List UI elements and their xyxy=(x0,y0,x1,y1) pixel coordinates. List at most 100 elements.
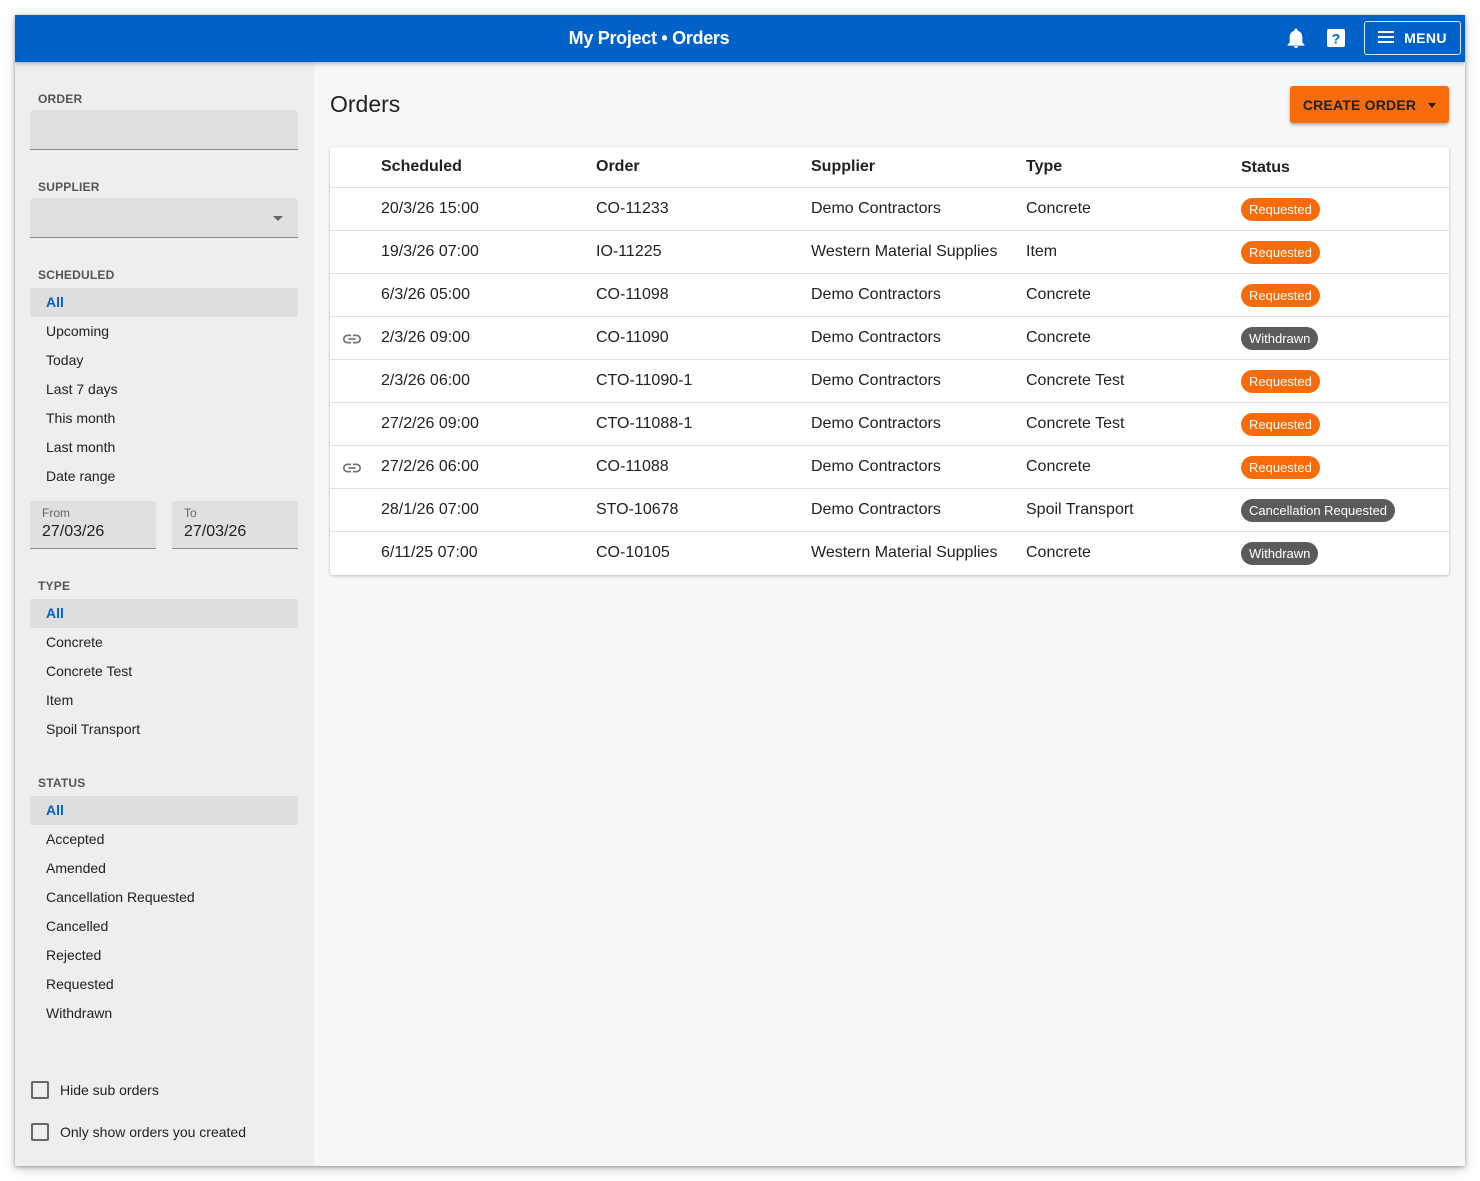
cell-supplier: Western Material Supplies xyxy=(811,544,998,561)
column-header-order[interactable]: Order xyxy=(596,158,640,175)
type-option-spoil-transport[interactable]: Spoil Transport xyxy=(46,721,141,737)
cell-status: Requested xyxy=(1241,231,1320,274)
caret-down-icon xyxy=(1428,103,1437,108)
order-filter-label: ORDER xyxy=(38,92,83,106)
cell-order: CO-11098 xyxy=(596,286,669,303)
scheduled-option-last-month[interactable]: Last month xyxy=(46,439,116,455)
scheduled-option-upcoming[interactable]: Upcoming xyxy=(46,323,110,339)
only-my-orders-label: Only show orders you created xyxy=(60,1124,246,1140)
status-option-withdrawn[interactable]: Withdrawn xyxy=(46,1005,113,1021)
type-option-all[interactable]: All xyxy=(30,599,298,628)
cell-scheduled: 2/3/26 09:00 xyxy=(381,329,470,346)
svg-text:?: ? xyxy=(1332,31,1341,47)
cell-order: IO-11225 xyxy=(596,243,662,260)
app-title: My Project • Orders xyxy=(568,28,730,48)
create-order-button[interactable]: CREATE ORDER xyxy=(1290,86,1449,123)
status-option-accepted[interactable]: Accepted xyxy=(46,831,105,847)
cell-order: CO-11090 xyxy=(596,329,669,346)
orders-table: Scheduled Order Supplier Type Status 20/… xyxy=(330,147,1449,575)
column-header-type[interactable]: Type xyxy=(1026,158,1063,175)
type-option-concrete-test[interactable]: Concrete Test xyxy=(46,663,133,679)
cell-type: Concrete Test xyxy=(1026,372,1125,389)
status-option-cancelled[interactable]: Cancelled xyxy=(46,918,109,934)
table-row[interactable]: 28/1/26 07:00 STO-10678 Demo Contractors Sp… xyxy=(330,488,1449,531)
to-date-field[interactable]: To 27/03/26 xyxy=(172,501,298,549)
cell-type: Spoil Transport xyxy=(1026,501,1134,518)
status-option-all[interactable]: All xyxy=(30,796,298,825)
scheduled-option-today[interactable]: Today xyxy=(46,352,84,368)
help-icon[interactable]: ? xyxy=(1324,26,1348,50)
cell-scheduled: 19/3/26 07:00 xyxy=(381,243,479,260)
status-filter-list: All Accepted Amended Cancellation Reques… xyxy=(30,796,298,1028)
bell-icon[interactable] xyxy=(1284,26,1308,50)
scheduled-option-this-month[interactable]: This month xyxy=(46,410,116,426)
cell-supplier: Demo Contractors xyxy=(811,329,941,346)
filter-sidebar: ORDER SUPPLIER SCHEDULED All Upcoming To… xyxy=(15,62,314,1166)
table-row[interactable]: 27/2/26 06:00 CO-11088 Demo Contractors Con… xyxy=(330,445,1449,488)
hide-sub-orders-checkbox[interactable]: Hide sub orders xyxy=(31,1080,159,1100)
cell-supplier: Demo Contractors xyxy=(811,501,941,518)
table-row[interactable]: 6/3/26 05:00 CO-11098 Demo Contractors Conc… xyxy=(330,273,1449,316)
cell-status: Requested xyxy=(1241,403,1320,446)
cell-type: Item xyxy=(1026,243,1058,260)
status-option-cancellation-requested[interactable]: Cancellation Requested xyxy=(46,889,195,905)
cell-supplier: Demo Contractors xyxy=(811,200,941,217)
status-badge: Withdrawn xyxy=(1241,542,1319,565)
table-row[interactable]: 2/3/26 06:00 CTO-11090-1 Demo Contractors C… xyxy=(330,359,1449,402)
cell-type: Concrete xyxy=(1026,544,1091,561)
cell-order: STO-10678 xyxy=(596,501,679,518)
checkbox-icon[interactable] xyxy=(31,1081,49,1099)
only-my-orders-checkbox[interactable]: Only show orders you created xyxy=(31,1122,246,1142)
cell-status: Withdrawn xyxy=(1241,532,1319,575)
cell-type: Concrete xyxy=(1026,200,1091,217)
dropdown-arrow-icon xyxy=(273,216,283,221)
link-icon xyxy=(343,334,361,344)
to-date-label: To xyxy=(184,506,197,520)
type-filter-list: All Concrete Concrete Test Item Spoil Tr… xyxy=(30,599,298,744)
cell-status: Withdrawn xyxy=(1241,317,1319,360)
order-search-input[interactable] xyxy=(30,110,298,150)
status-badge: Requested xyxy=(1241,456,1320,479)
scheduled-filter-list: All Upcoming Today Last 7 days This mont… xyxy=(30,288,298,491)
cell-supplier: Demo Contractors xyxy=(811,372,941,389)
status-option-rejected[interactable]: Rejected xyxy=(46,947,102,963)
status-option-amended[interactable]: Amended xyxy=(46,860,106,876)
scheduled-option-all[interactable]: All xyxy=(30,288,298,317)
type-option-item[interactable]: Item xyxy=(46,692,74,708)
scheduled-option-date-range[interactable]: Date range xyxy=(46,468,116,484)
cell-status: Cancellation Requested xyxy=(1241,489,1396,532)
cell-scheduled: 6/11/25 07:00 xyxy=(381,544,478,561)
table-row[interactable]: 19/3/26 07:00 IO-11225 Western Material Su… xyxy=(330,230,1449,273)
table-row[interactable]: 27/2/26 09:00 CTO-11088-1 Demo Contractors… xyxy=(330,402,1449,445)
cell-status: Requested xyxy=(1241,360,1320,403)
cell-scheduled: 27/2/26 09:00 xyxy=(381,415,479,432)
to-date-value: 27/03/26 xyxy=(184,523,247,540)
supplier-select[interactable] xyxy=(30,198,298,238)
type-option-concrete[interactable]: Concrete xyxy=(46,634,103,650)
table-header-row: Scheduled Order Supplier Type Status xyxy=(330,147,1449,187)
from-date-field[interactable]: From 27/03/26 xyxy=(30,501,156,549)
table-body: 20/3/26 15:00 CO-11233 Demo Contractors Con… xyxy=(330,187,1449,574)
table-row[interactable]: 20/3/26 15:00 CO-11233 Demo Contractors Con… xyxy=(330,187,1449,230)
link-icon xyxy=(343,463,361,473)
cell-supplier: Demo Contractors xyxy=(811,458,941,475)
page-title: Orders xyxy=(330,91,401,117)
from-date-label: From xyxy=(42,506,70,520)
table-row[interactable]: 6/11/25 07:00 CO-10105 Western Material Su… xyxy=(330,531,1449,574)
checkbox-icon[interactable] xyxy=(31,1123,49,1141)
scheduled-option-last-7-days[interactable]: Last 7 days xyxy=(46,381,118,397)
cell-supplier: Demo Contractors xyxy=(811,286,941,303)
status-option-requested[interactable]: Requested xyxy=(46,976,114,992)
hide-sub-orders-label: Hide sub orders xyxy=(60,1082,159,1098)
column-header-supplier[interactable]: Supplier xyxy=(811,158,876,175)
column-header-status[interactable]: Status xyxy=(1241,158,1290,176)
column-header-scheduled[interactable]: Scheduled xyxy=(381,158,462,175)
scheduled-filter-label: SCHEDULED xyxy=(38,268,115,282)
status-badge: Requested xyxy=(1241,198,1320,221)
cell-status: Requested xyxy=(1241,188,1320,231)
app-bar: My Project • Orders ? MENU xyxy=(15,15,1465,62)
cell-status: Requested xyxy=(1241,446,1320,489)
hamburger-icon xyxy=(1378,30,1395,46)
menu-button[interactable]: MENU xyxy=(1364,21,1461,55)
table-row[interactable]: 2/3/26 09:00 CO-11090 Demo Contractors Conc… xyxy=(330,316,1449,359)
